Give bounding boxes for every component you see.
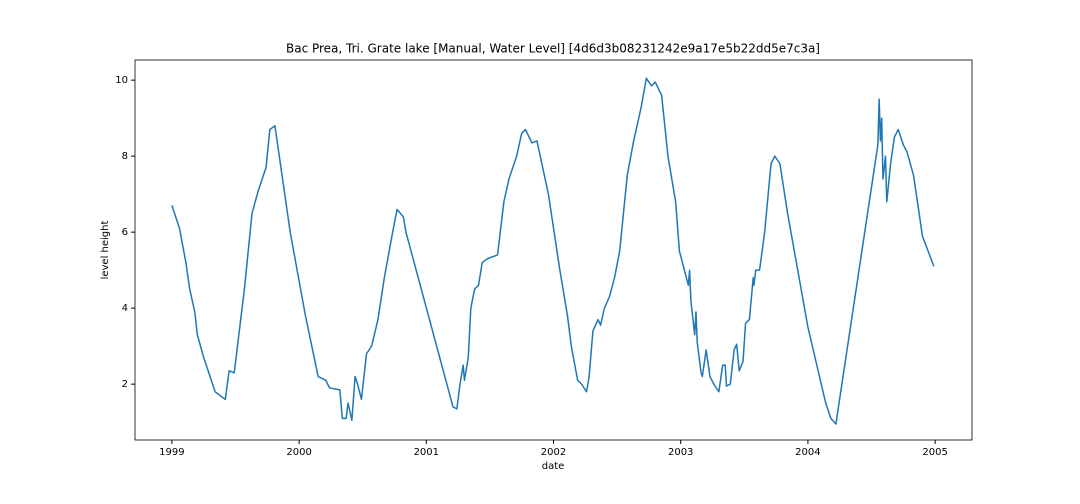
- data-line: [171, 77, 935, 425]
- plot-frame: [134, 59, 973, 441]
- x-tick-label: 2005: [922, 447, 947, 458]
- x-tick-label: 1999: [159, 447, 184, 458]
- x-tick-label: 2000: [286, 447, 311, 458]
- y-axis-label: level height: [100, 221, 111, 280]
- x-tick-label: 2004: [795, 447, 820, 458]
- y-tick-label: 6: [122, 227, 128, 238]
- y-tick-label: 10: [115, 75, 128, 86]
- y-tick-label: 8: [122, 151, 128, 162]
- chart-title: Bac Prea, Tri. Grate lake [Manual, Water…: [286, 42, 820, 56]
- x-tick-label: 2001: [414, 447, 439, 458]
- x-tick-label: 2003: [668, 447, 693, 458]
- y-tick-label: 4: [122, 303, 128, 314]
- y-tick-label: 2: [122, 379, 128, 390]
- x-axis-label: date: [542, 461, 565, 472]
- x-tick-label: 2002: [541, 447, 566, 458]
